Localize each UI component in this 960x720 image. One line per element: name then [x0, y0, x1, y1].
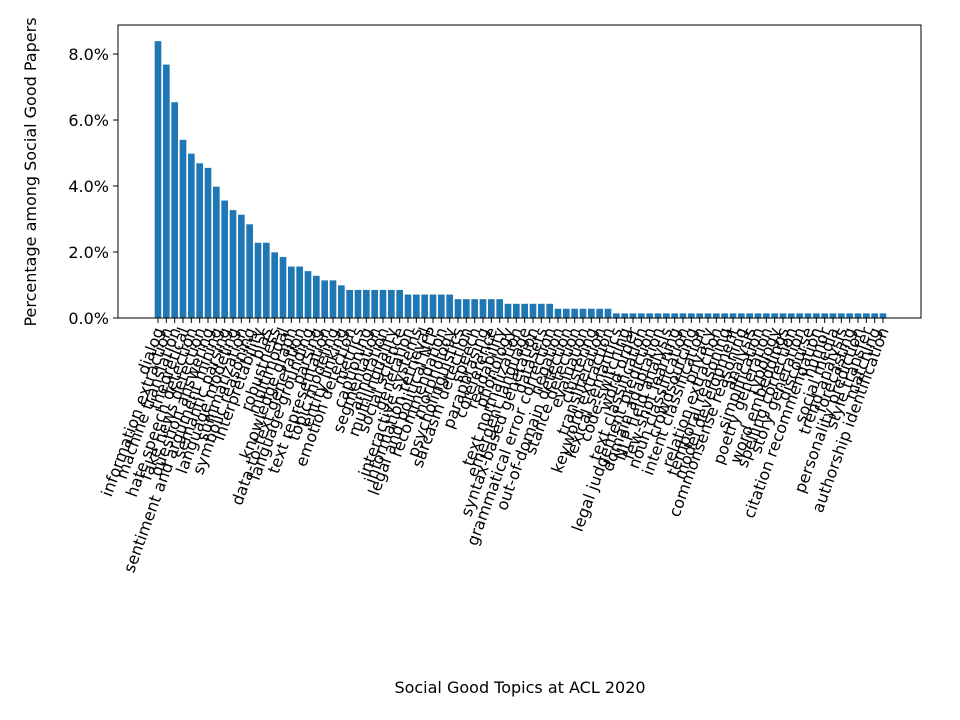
bar: [429, 294, 437, 318]
bar: [529, 303, 537, 318]
y-tick-label: 8.0%: [68, 45, 109, 64]
bar: [154, 41, 162, 319]
y-axis-label: Percentage among Social Good Papers: [21, 17, 40, 326]
bar: [313, 275, 320, 318]
y-tick-label: 6.0%: [68, 111, 109, 130]
bar: [821, 313, 828, 318]
bar: [646, 313, 653, 318]
bar: [771, 313, 778, 318]
bar: [738, 313, 745, 318]
plot-frame: [117, 24, 922, 319]
bar: [804, 313, 812, 318]
bar: [754, 313, 762, 318]
bar: [179, 139, 187, 318]
bar: [471, 299, 478, 318]
bar: [663, 313, 670, 318]
bar: [579, 308, 587, 318]
bar: [554, 308, 562, 318]
bar: [371, 289, 378, 318]
bar: [213, 186, 220, 318]
bar: [671, 313, 678, 318]
bar: [638, 313, 645, 318]
bar: [488, 299, 495, 318]
bar: [588, 308, 595, 318]
bar: [571, 308, 578, 318]
bar: [379, 289, 387, 318]
bar: [254, 242, 262, 318]
bar: [354, 289, 362, 318]
bar: [713, 313, 720, 318]
bar: [604, 308, 612, 318]
bar: [296, 266, 303, 318]
bar: [863, 313, 870, 318]
bar: [721, 313, 728, 318]
bar: [779, 313, 787, 318]
x-axis-label: Social Good Topics at ACL 2020: [394, 678, 645, 697]
bar: [413, 294, 420, 318]
bar: [221, 200, 228, 318]
bar: [538, 303, 545, 318]
bar: [404, 294, 412, 318]
bar: [563, 308, 570, 318]
bar: [238, 214, 245, 318]
bar: [696, 313, 703, 318]
bar: [288, 266, 295, 318]
bar: [396, 289, 403, 318]
bar: [446, 294, 453, 318]
bar: [421, 294, 428, 318]
bar: [838, 313, 845, 318]
bar: [304, 271, 312, 318]
bar: [654, 313, 662, 318]
bar: [829, 313, 837, 318]
bar: [454, 299, 462, 318]
bar: [229, 210, 237, 318]
bar: [479, 299, 487, 318]
bar: [688, 313, 695, 318]
bar: [246, 224, 253, 318]
bar: [271, 252, 278, 318]
bar: [321, 280, 328, 318]
bar: [188, 153, 195, 318]
bar: [879, 313, 887, 318]
bar: [463, 299, 470, 318]
bar: [513, 303, 520, 318]
bar: [546, 303, 553, 318]
bar: [363, 289, 370, 318]
bar: [171, 102, 178, 318]
bar: [329, 280, 337, 318]
bar: [263, 242, 270, 318]
bar: [204, 167, 212, 318]
bar: [346, 289, 353, 318]
y-tick-label: 0.0%: [68, 309, 109, 328]
y-tick-label: 4.0%: [68, 177, 109, 196]
bar: [763, 313, 770, 318]
bar: [629, 313, 637, 318]
bar: [596, 308, 603, 318]
bar: [679, 313, 687, 318]
bar: [504, 303, 512, 318]
bar: [338, 285, 345, 318]
bar: [813, 313, 820, 318]
bar: [496, 299, 503, 318]
bar: [438, 294, 445, 318]
bar: [163, 64, 170, 318]
bar: [621, 313, 628, 318]
bar: [279, 256, 287, 318]
bar: [388, 289, 395, 318]
bar: [729, 313, 737, 318]
bar: [521, 303, 528, 318]
bar: [871, 313, 878, 318]
bar: [746, 313, 753, 318]
bar: [854, 313, 862, 318]
bar: [788, 313, 795, 318]
bar: [613, 313, 620, 318]
bar: [196, 163, 203, 318]
bar: [846, 313, 853, 318]
y-tick-label: 2.0%: [68, 243, 109, 262]
bar: [704, 313, 712, 318]
bar: [796, 313, 803, 318]
